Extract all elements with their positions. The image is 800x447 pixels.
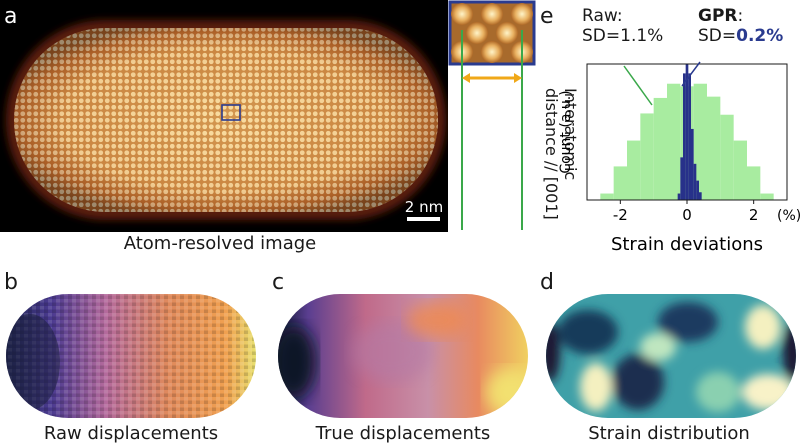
raw-bar-3 [640,113,654,200]
panel-a-caption: Atom-resolved image [123,233,317,254]
raw-annotation: Raw: SD=1.1% [582,6,663,46]
gpr-bar-5 [691,128,694,200]
raw-bar-12 [760,193,774,200]
gpr-bar-8 [699,192,702,200]
gpr-bar-7 [696,180,699,200]
gpr-sd-value: 0.2% [736,26,784,46]
raw-bar-0 [600,193,614,200]
x-tick-label-2: 2 [749,206,759,224]
panel-d-letter: d [540,270,554,295]
x-axis-label: Strain deviations [611,234,763,255]
raw-leader-line [623,65,653,106]
scale-bar [407,217,440,221]
raw-bar-5 [667,83,681,200]
gpr-bar-2 [683,73,686,200]
gpr-bar-0 [677,193,681,200]
gpr-bar-3 [685,64,689,200]
raw-bar-10 [733,140,747,200]
atom-resolved-image: 2 nm [0,0,448,232]
raw-displacement-map [6,294,256,418]
gpr-colon: : [737,6,744,26]
panel-c-letter: c [272,270,285,295]
panel-c-caption: True displacements [315,423,491,444]
x-ticks: -2 0 2 [613,200,759,224]
raw-bar-11 [747,166,761,200]
raw-bar-2 [627,140,641,200]
gpr-bar-1 [680,157,683,200]
gpr-bar-6 [693,163,697,200]
inset-zoom [448,0,536,230]
raw-sd: SD=1.1% [582,26,664,46]
roi-box [221,104,241,121]
panel-a-letter: a [4,4,18,29]
raw-bar-8 [707,96,721,200]
gpr-series [677,64,702,200]
panel-b-caption: Raw displacements [43,423,219,444]
x-tick-label-1: 0 [682,206,692,224]
panel-e-letter: e [540,4,554,29]
true-displacement-map [278,294,528,418]
raw-bar-7 [693,83,707,200]
y-axis-label: Count (a.u.) [558,90,574,173]
gpr-leader-line [681,61,701,87]
x-tick-label-0: -2 [613,206,628,224]
raw-bar-1 [613,166,627,200]
strain-distribution-map [546,294,796,418]
gpr-annotation: GPR: SD=0.2% [698,6,783,46]
raw-label: Raw: [582,6,623,26]
raw-bar-9 [720,114,734,200]
panel-d-caption: Strain distribution [588,423,750,444]
gpr-bar-4 [688,73,691,200]
panel-b-letter: b [4,270,18,295]
x-unit: (%) [777,208,800,224]
gpr-sd-prefix: SD= [698,26,737,46]
strain-histogram: -2 0 2 (%) Count (a.u.) Strain deviations [558,61,800,255]
gpr-label: GPR [698,6,738,26]
scale-bar-label: 2 nm [405,198,443,216]
raw-bar-4 [653,97,667,200]
